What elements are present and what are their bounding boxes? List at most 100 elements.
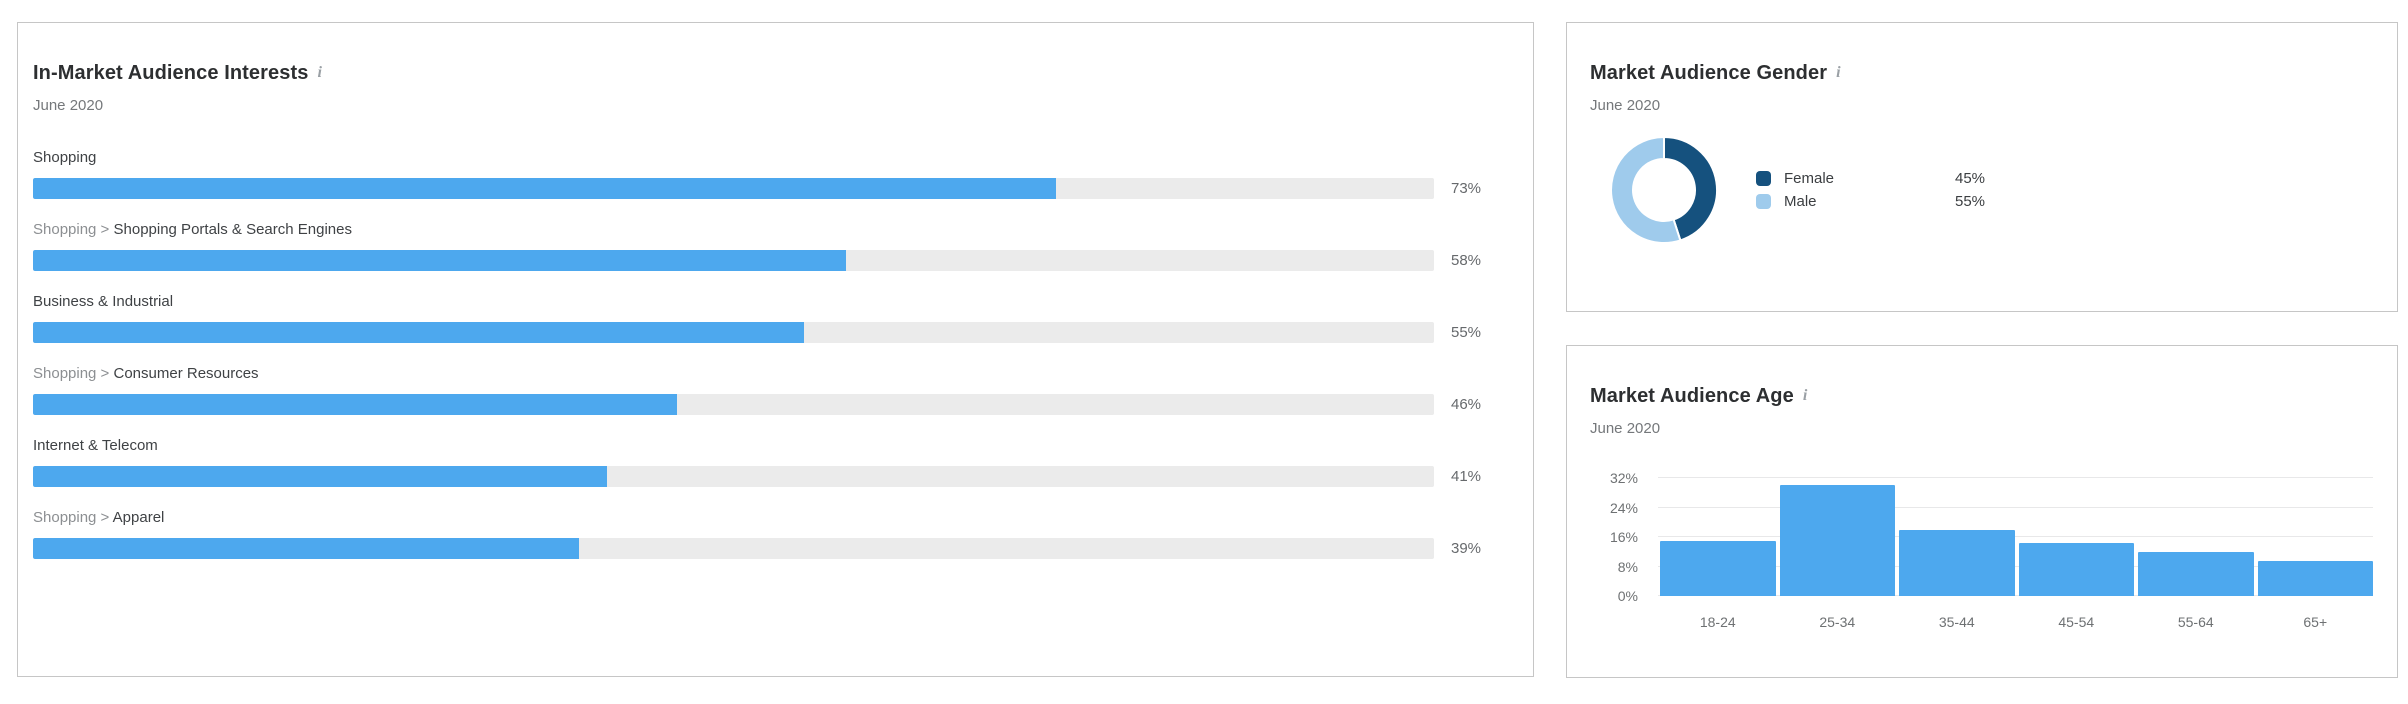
- interest-row: Shopping > Shopping Portals & Search Eng…: [33, 220, 1517, 271]
- legend-value: 45%: [1955, 170, 1986, 187]
- bar-track: [33, 466, 1434, 487]
- x-axis-tick-label: 35-44: [1938, 614, 1975, 630]
- female-swatch: [1756, 171, 1771, 186]
- legend-row-male: Male 55%: [1756, 190, 2015, 213]
- interest-bar-list: Shopping 73% Shopping > Shopping Portals…: [33, 148, 1517, 559]
- interest-path-prefix: Shopping >: [33, 365, 114, 382]
- donut-svg: [1610, 135, 1719, 244]
- bar-fill: [33, 322, 804, 343]
- interest-row: Shopping 73%: [33, 148, 1517, 199]
- x-axis-tick-label: 45-54: [2058, 614, 2095, 630]
- bar-line: 41%: [33, 466, 1517, 487]
- interest-path-prefix: Shopping >: [33, 509, 113, 526]
- gridline: [1658, 506, 2373, 508]
- interest-path-prefix: Shopping >: [33, 221, 114, 238]
- x-axis-tick-label: 65+: [2303, 614, 2328, 630]
- interest-category: Shopping Portals & Search Engines: [113, 221, 352, 238]
- age-bar-55-64: [2138, 551, 2254, 596]
- info-icon[interactable]: i: [317, 64, 322, 81]
- gridline: [1658, 565, 2373, 567]
- gridline: [1658, 477, 2373, 478]
- interest-category: Consumer Resources: [113, 365, 259, 382]
- panel-header: Market Audience Gender i: [1590, 61, 2373, 85]
- male-swatch: [1756, 194, 1771, 209]
- x-axis-tick-label: 55-64: [2177, 614, 2214, 630]
- bar-value: 46%: [1451, 396, 1482, 413]
- interest-category: Shopping: [33, 149, 97, 166]
- interest-category: Internet & Telecom: [33, 437, 158, 454]
- gender-donut-chart: [1610, 135, 1719, 244]
- y-axis-tick-label: 8%: [1617, 558, 1638, 575]
- bar-value: 73%: [1451, 180, 1482, 197]
- y-axis-tick-label: 32%: [1609, 470, 1638, 486]
- bar-value: 41%: [1451, 468, 1482, 485]
- interest-row: Business & Industrial 55%: [33, 292, 1517, 343]
- bar-line: 46%: [33, 394, 1517, 415]
- gender-chart-body: Female 45% Male 55%: [1590, 135, 2373, 244]
- interest-row: Internet & Telecom 41%: [33, 436, 1517, 487]
- market-audience-gender-panel: Market Audience Gender i June 2020 Femal…: [1566, 22, 2398, 312]
- interest-label: Shopping > Apparel: [33, 508, 1517, 527]
- bar-track: [33, 250, 1434, 271]
- panel-title: Market Audience Gender: [1590, 62, 1828, 84]
- x-axis-tick-label: 18-24: [1699, 614, 1736, 630]
- interest-row: Shopping > Consumer Resources 46%: [33, 364, 1517, 415]
- age-bars: [1660, 478, 2373, 596]
- panel-title: In-Market Audience Interests: [33, 62, 309, 84]
- age-bar-chart: 0% 8% 16% 24% 32% 18-24 25-34 35-44: [1590, 470, 2373, 630]
- panel-subtitle: June 2020: [33, 97, 104, 114]
- bar-value: 55%: [1451, 324, 1482, 341]
- y-axis-tick-label: 0%: [1617, 588, 1638, 604]
- bar-line: 58%: [33, 250, 1517, 271]
- bar-track: [33, 322, 1434, 343]
- y-axis-tick-label: 24%: [1609, 499, 1638, 516]
- info-icon[interactable]: i: [1836, 64, 1841, 81]
- interest-label: Shopping > Shopping Portals & Search Eng…: [33, 220, 1517, 239]
- panel-subtitle: June 2020: [1590, 97, 1661, 114]
- bar-track: [33, 394, 1434, 415]
- bar-value: 39%: [1451, 540, 1482, 557]
- legend-value: 55%: [1955, 193, 1986, 210]
- legend-label: Female: [1784, 170, 1835, 187]
- in-market-audience-interests-panel: In-Market Audience Interests i June 2020…: [17, 22, 1534, 677]
- bar-fill: [33, 538, 580, 559]
- bar-track: [33, 538, 1434, 559]
- bar-fill: [33, 466, 608, 487]
- bar-fill: [33, 178, 1056, 199]
- legend-row-female: Female 45%: [1756, 167, 2015, 190]
- gender-legend: Female 45% Male 55%: [1756, 167, 2015, 213]
- legend-label: Male: [1784, 193, 1817, 210]
- bar-line: 73%: [33, 178, 1517, 199]
- panel-subtitle: June 2020: [1590, 420, 1661, 437]
- donut-segment-male: [1610, 135, 1682, 244]
- bar-value: 58%: [1451, 252, 1482, 269]
- x-axis-tick-label: 25-34: [1819, 614, 1856, 630]
- interest-label: Shopping: [33, 148, 1517, 167]
- bar-fill: [33, 394, 678, 415]
- interest-category: Apparel: [112, 509, 165, 526]
- interest-label: Business & Industrial: [33, 292, 1517, 311]
- y-axis-tick-label: 16%: [1609, 529, 1638, 545]
- gridline: [1658, 595, 2373, 596]
- panel-header: In-Market Audience Interests i: [33, 61, 1517, 85]
- interest-label: Shopping > Consumer Resources: [33, 364, 1517, 383]
- bar-line: 55%: [33, 322, 1517, 343]
- panel-header: Market Audience Age i: [1590, 384, 2373, 408]
- interest-category: Business & Industrial: [33, 293, 174, 310]
- age-bar-25-34: [1779, 485, 1895, 596]
- age-x-axis-labels: 18-24 25-34 35-44 45-54 55-64 65+: [1660, 614, 2373, 630]
- bar-fill: [33, 250, 846, 271]
- interest-label: Internet & Telecom: [33, 436, 1517, 455]
- market-audience-age-panel: Market Audience Age i June 2020 0% 8% 16…: [1566, 345, 2398, 678]
- age-plot-area: 0% 8% 16% 24% 32%: [1610, 470, 2373, 604]
- bar-track: [33, 178, 1434, 199]
- gridline: [1658, 536, 2373, 537]
- age-bar-45-54: [2018, 542, 2134, 596]
- interest-row: Shopping > Apparel 39%: [33, 508, 1517, 559]
- info-icon[interactable]: i: [1802, 387, 1808, 404]
- donut-segment-female: [1663, 135, 1719, 242]
- age-bar-18-24: [1660, 540, 1776, 596]
- bar-line: 39%: [33, 538, 1517, 559]
- age-bar-65-plus: [2257, 560, 2373, 596]
- age-bar-35-44: [1899, 529, 2015, 596]
